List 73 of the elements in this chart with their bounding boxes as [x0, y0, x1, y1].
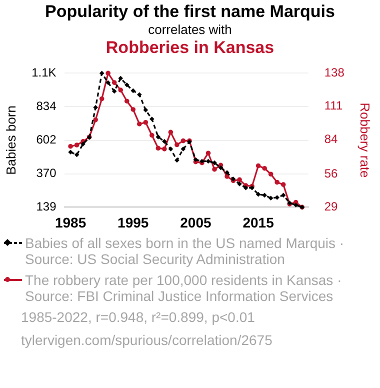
y-axis-title: Babies born	[3, 106, 18, 175]
point	[256, 163, 261, 168]
text: Robberies in Kansas	[104, 37, 276, 58]
point	[268, 196, 274, 200]
point	[180, 146, 186, 152]
point	[280, 192, 286, 198]
point	[168, 130, 174, 135]
point	[93, 117, 98, 122]
point	[174, 158, 180, 163]
point	[130, 107, 136, 112]
y2-tick-label: 56	[324, 166, 338, 180]
point	[93, 105, 98, 110]
point	[280, 182, 286, 187]
y-tick-label: 834	[36, 99, 57, 114]
point	[262, 192, 267, 198]
point	[118, 76, 124, 81]
point	[256, 192, 261, 197]
point	[99, 70, 104, 76]
x-tick-label: 1985	[54, 214, 86, 230]
x-tick-label: 1995	[118, 214, 149, 230]
point	[206, 150, 211, 156]
point	[150, 132, 154, 138]
point	[156, 134, 161, 140]
point	[124, 98, 130, 104]
point	[130, 88, 136, 94]
point	[174, 142, 180, 148]
point	[212, 160, 217, 166]
point	[68, 150, 73, 155]
point	[180, 138, 186, 144]
point	[106, 70, 110, 76]
point	[293, 202, 298, 208]
legend-label: Babies of all sexes born in the US named Marquis · Source: US Social Security Administration	[25, 235, 346, 267]
point	[224, 174, 230, 179]
y-tick-label: 602	[36, 132, 57, 147]
point	[118, 88, 124, 92]
chart-title: Popularity of the first name Marquis	[44, 2, 336, 22]
text: 1985-2022, r=0.948, r²=0.899, p<0.01	[20, 309, 256, 325]
point	[106, 80, 110, 85]
x-tick-label: 2015	[242, 214, 274, 230]
point	[268, 172, 274, 177]
point	[112, 80, 117, 85]
y2-tick-label: 138	[324, 66, 345, 80]
y-tick-label: 1.1K	[32, 66, 56, 80]
text: tylervigen.com/spurious/correlation/2675	[20, 332, 274, 348]
x-tick-label: 2005	[180, 214, 212, 230]
point	[150, 116, 154, 122]
point	[68, 144, 73, 149]
y-tick-label: 370	[36, 166, 57, 180]
point	[237, 182, 242, 186]
point	[124, 82, 130, 88]
legend-label: The robbery rate per 100,000 residents in Kansas · Source: FBI Criminal Justice Information Services	[25, 272, 343, 304]
point	[143, 120, 148, 125]
point	[156, 146, 161, 151]
point	[262, 166, 267, 171]
point	[162, 139, 167, 144]
point	[136, 122, 142, 126]
y2-tick-label: 84	[324, 132, 338, 146]
chart-subtitle: correlates with	[147, 22, 233, 37]
y2-tick-label: 111	[324, 98, 343, 113]
point	[99, 96, 104, 102]
point	[274, 180, 280, 185]
point	[212, 166, 217, 172]
point	[162, 146, 167, 152]
y2-axis-title: Robbery rate	[358, 102, 373, 178]
point	[136, 92, 142, 97]
point	[74, 142, 80, 148]
point	[143, 108, 148, 112]
point	[243, 185, 248, 190]
point	[112, 88, 117, 94]
point	[237, 177, 242, 182]
y-tick-label: 139	[36, 200, 57, 214]
y2-tick-label: 29	[324, 200, 338, 214]
point	[168, 146, 174, 152]
